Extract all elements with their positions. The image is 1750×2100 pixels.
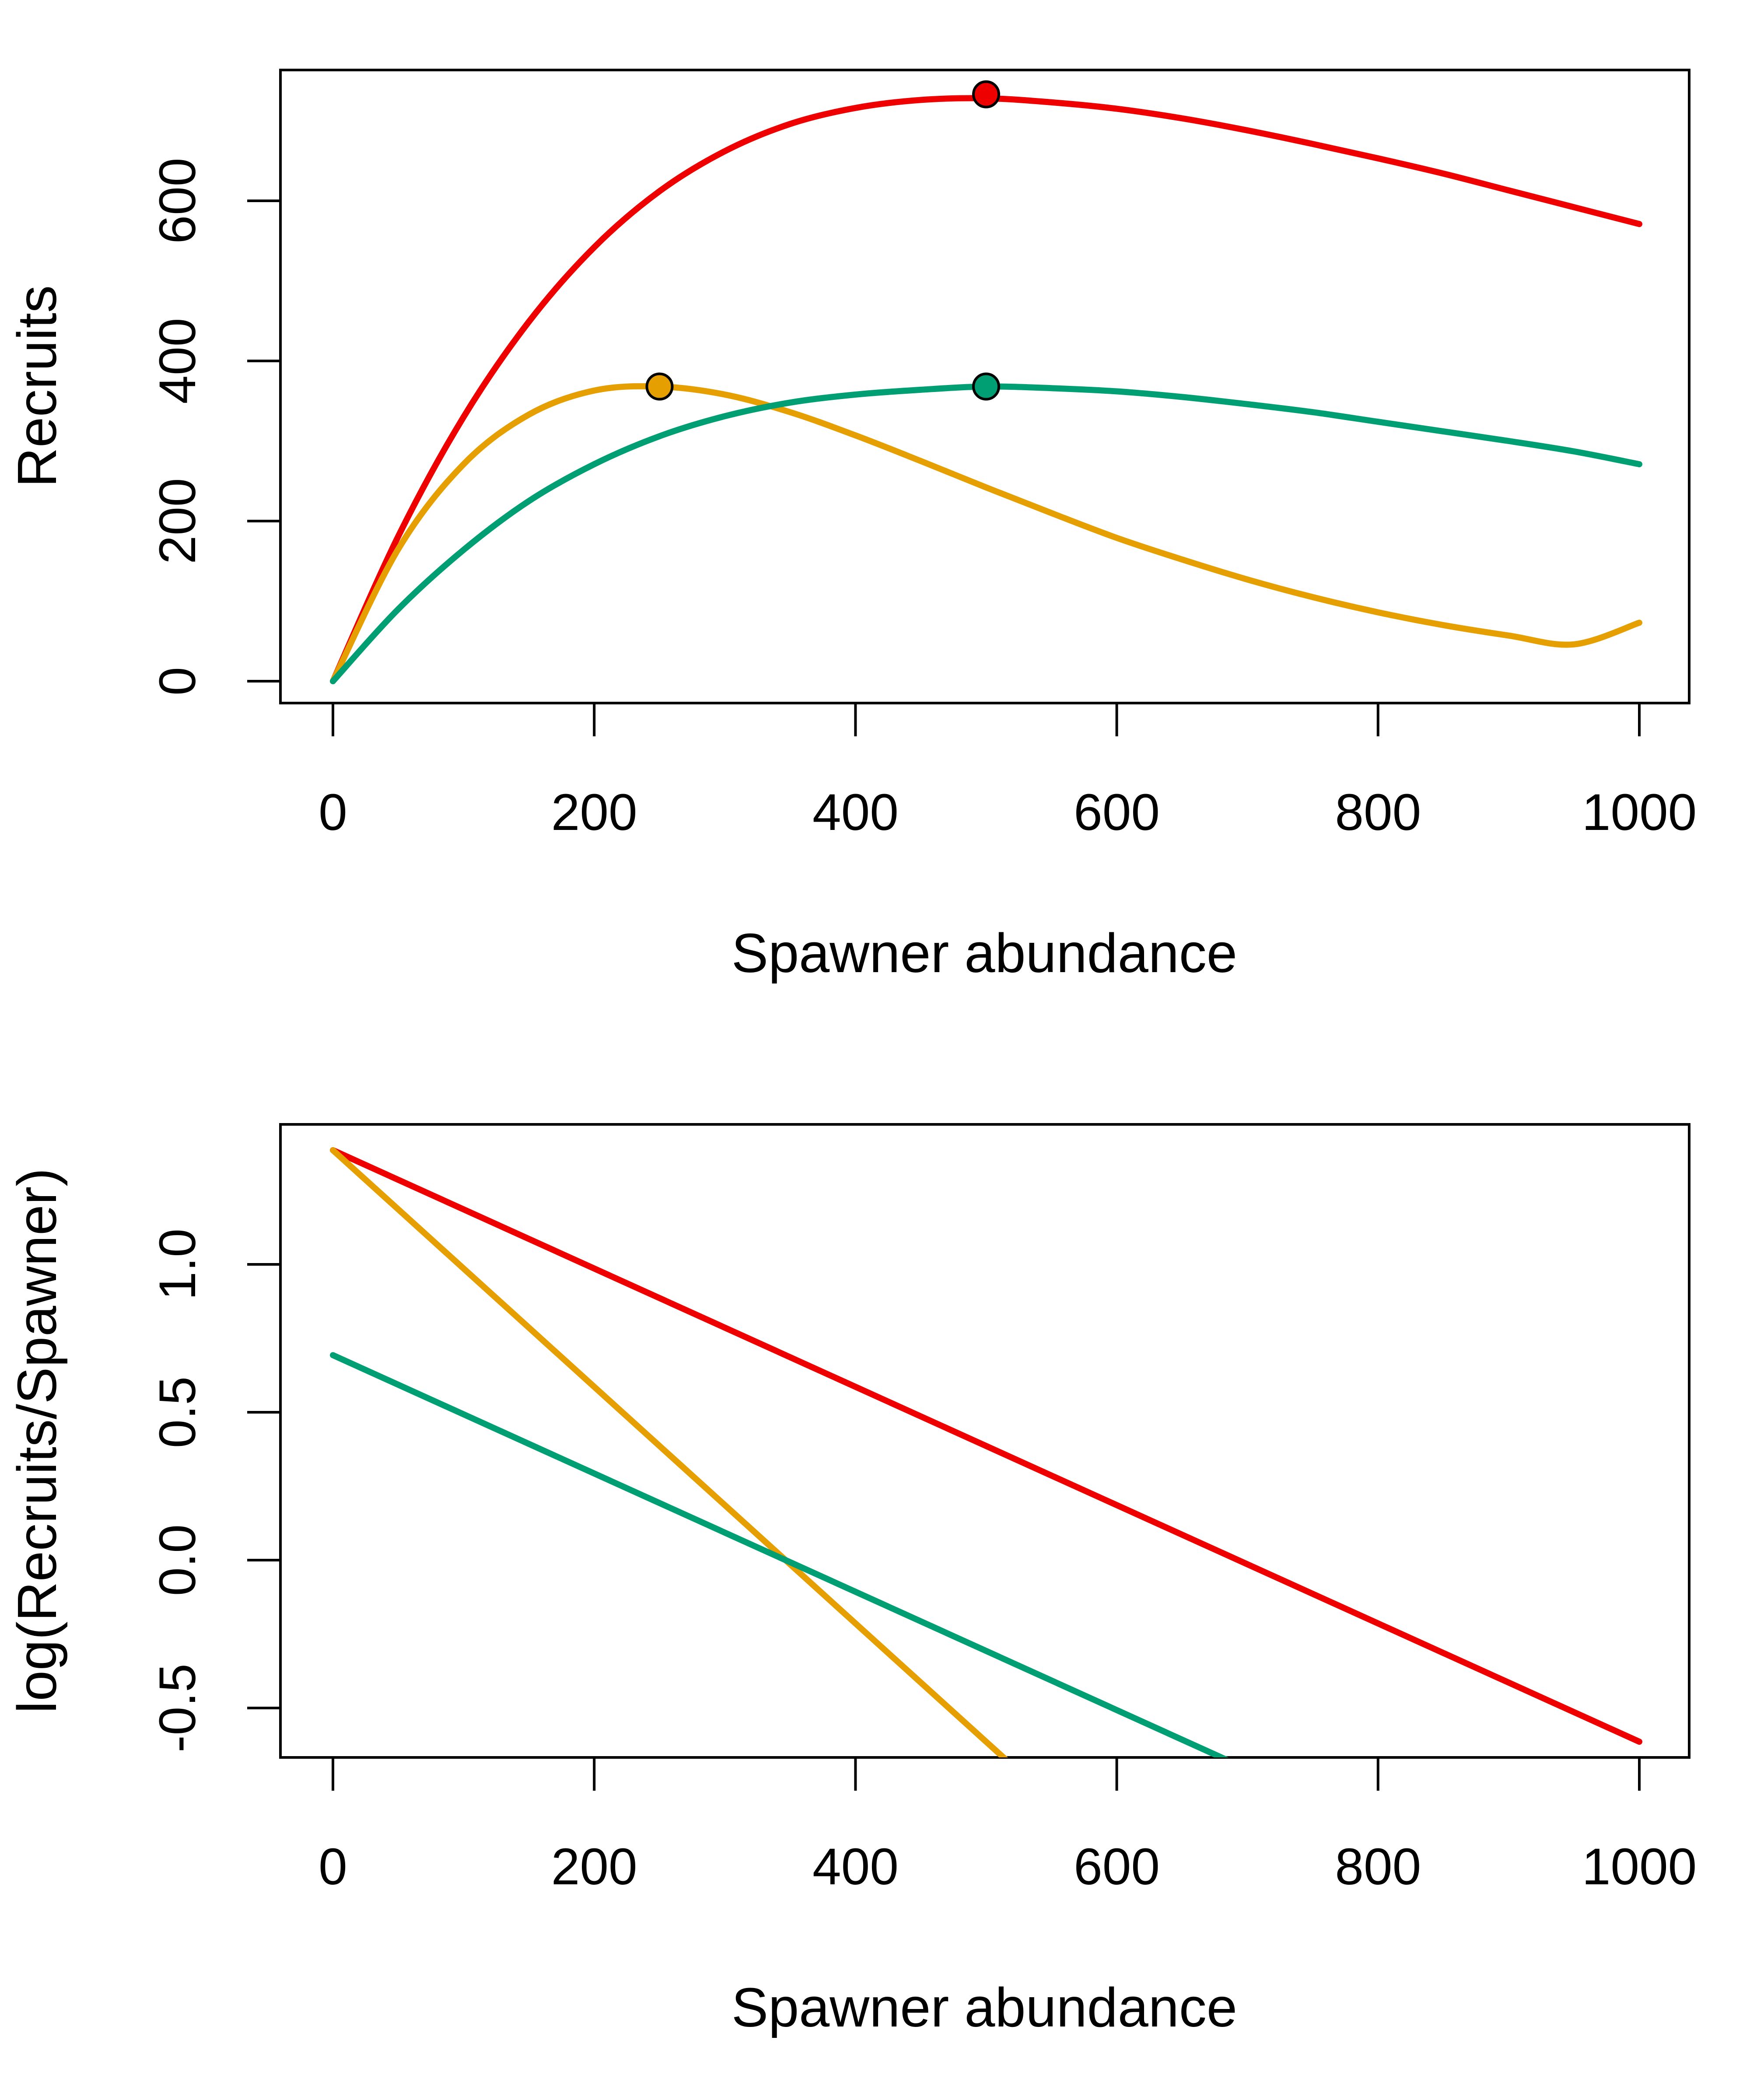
y-tick-label: 0 — [149, 667, 206, 696]
series-line — [330, 383, 1642, 684]
y-tick-label: -0.5 — [149, 1663, 206, 1752]
data-point — [972, 372, 1000, 401]
data-point — [645, 372, 674, 401]
panel-log-ratio: 0 200 400 600 800 1000 -0.5 0.0 0.5 1.0 Spawner … — [6, 1123, 1697, 2038]
x-tick-label: 600 — [1074, 1838, 1160, 1896]
series-line — [330, 1352, 1229, 1757]
y-tick-label: 400 — [149, 318, 206, 404]
plot-frame — [279, 69, 1690, 704]
x-tick-label: 800 — [1335, 784, 1421, 841]
y-tick-label: 0.0 — [149, 1524, 206, 1596]
y-axis-title: log(Recruits/Spawner) — [6, 1168, 68, 1713]
x-tick-label: 200 — [551, 1838, 637, 1896]
data-point — [972, 80, 1000, 108]
series-line — [330, 1147, 1008, 1757]
x-tick-label: 1000 — [1582, 1838, 1697, 1896]
x-tick-label: 0 — [318, 784, 347, 841]
x-tick-label: 1000 — [1582, 784, 1697, 841]
series-line — [330, 1147, 1642, 1745]
y-axis: -0.5 0.0 0.5 1.0 — [149, 1228, 280, 1753]
points-layer — [645, 80, 1000, 401]
series-line — [330, 95, 1642, 684]
plot-frame — [279, 1123, 1690, 1759]
x-tick-label: 200 — [551, 784, 637, 841]
x-tick-label: 400 — [812, 1838, 899, 1896]
y-axis: 0 200 400 600 — [149, 158, 280, 696]
y-tick-label: 1.0 — [149, 1228, 206, 1300]
panel-recruits: 0 200 400 600 800 1000 0 200 400 600 Spawner abu… — [6, 69, 1697, 984]
y-tick-label: 200 — [149, 478, 206, 564]
y-tick-label: 600 — [149, 158, 206, 244]
x-axis: 0 200 400 600 800 1000 — [318, 703, 1697, 841]
x-tick-label: 600 — [1074, 784, 1160, 841]
x-tick-label: 400 — [812, 784, 899, 841]
y-axis-title: Recruits — [6, 285, 68, 487]
x-axis-title: Spawner abundance — [732, 1977, 1237, 2038]
x-tick-label: 800 — [1335, 1838, 1421, 1896]
x-axis: 0 200 400 600 800 1000 — [318, 1757, 1697, 1896]
x-axis-title: Spawner abundance — [732, 922, 1237, 984]
x-tick-label: 0 — [318, 1838, 347, 1896]
series-line — [330, 383, 1642, 684]
y-tick-label: 0.5 — [149, 1376, 206, 1448]
series-layer — [330, 1147, 1642, 1757]
